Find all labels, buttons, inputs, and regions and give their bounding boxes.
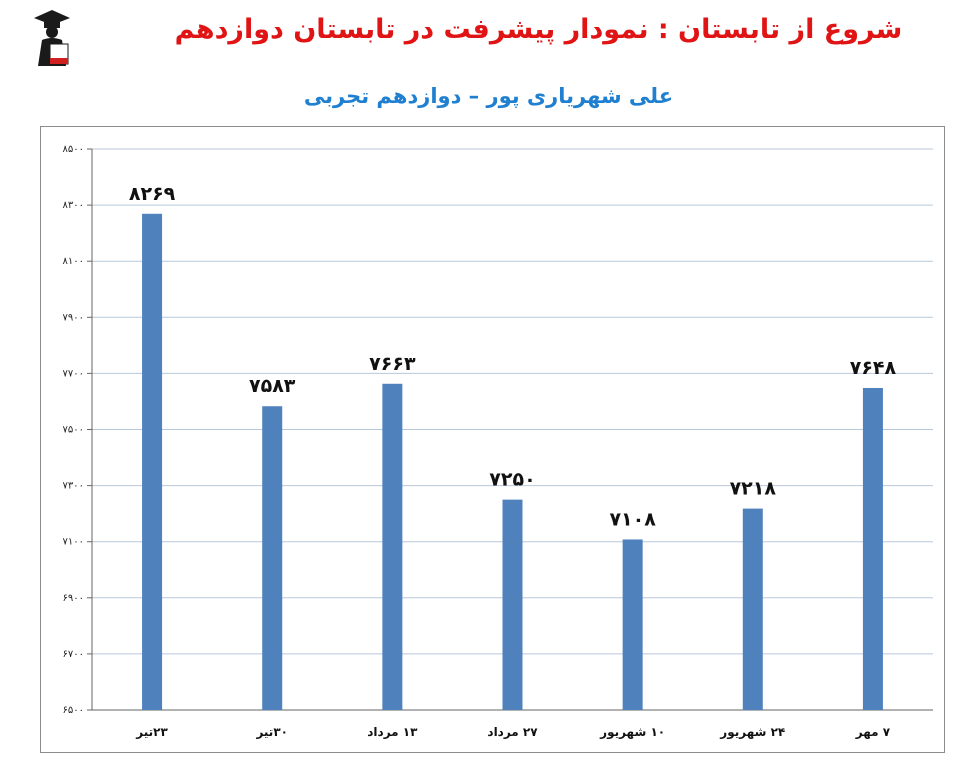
y-tick-label: ۶۹۰۰ (63, 593, 84, 604)
data-label: ۷۶۴۸ (850, 357, 897, 379)
data-label: ۷۲۵۰ (489, 469, 535, 491)
y-tick-label: ۸۵۰۰ (63, 144, 84, 155)
x-tick-label: ۲۳تیر (135, 725, 168, 739)
page-title: شروع از تابستان : نمودار پیشرفت در تابست… (174, 14, 903, 45)
y-tick-label: ۷۳۰۰ (63, 481, 84, 492)
y-tick-label: ۷۹۰۰ (63, 312, 84, 323)
x-tick-label: ۱۰ شهریور (599, 725, 665, 740)
y-tick-label: ۶۵۰۰ (63, 705, 84, 716)
y-tick-label: ۶۷۰۰ (63, 649, 84, 660)
x-tick-label: ۷ مهر (855, 725, 891, 739)
page-subtitle: علی شهریاری پور – دوازدهم تجربی (303, 84, 674, 108)
y-tick-label: ۷۵۰۰ (63, 425, 84, 436)
data-label: ۷۱۰۸ (609, 508, 656, 530)
chart-frame: ۶۵۰۰ ۶۷۰۰ ۶۹۰۰ ۷۱۰۰ ۷۳۰۰ ۷۵۰۰ ۷۷۰۰ ۷۹۰۰ ۸۱۰۰ ۸۳۰۰… (40, 126, 945, 753)
data-label: ۷۵۸۳ (249, 375, 296, 397)
x-tick-label: ۱۳ مرداد (367, 725, 418, 739)
data-label: ۷۲۱۸ (730, 478, 777, 500)
x-tick-label: ۲۷ مرداد (487, 725, 538, 739)
y-tick-label: ۸۳۰۰ (63, 200, 84, 211)
y-tick-label: ۸۱۰۰ (63, 256, 84, 267)
y-tick-label: ۷۷۰۰ (63, 368, 84, 379)
bar (142, 213, 163, 710)
institute-logo (30, 8, 74, 68)
data-label: ۸۲۶۹ (129, 183, 176, 205)
bar (382, 383, 403, 710)
bar (862, 387, 883, 710)
bar (622, 539, 643, 710)
bar (502, 499, 523, 710)
bar-chart: ۶۵۰۰ ۶۷۰۰ ۶۹۰۰ ۷۱۰۰ ۷۳۰۰ ۷۵۰۰ ۷۷۰۰ ۷۹۰۰ ۸۱۰۰ ۸۳۰۰… (63, 144, 933, 740)
bar (742, 508, 763, 710)
y-tick-label: ۷۱۰۰ (63, 537, 84, 548)
x-tick-label: ۲۴ شهریور (719, 725, 785, 740)
data-label: ۷۶۶۳ (369, 353, 416, 375)
bar (262, 406, 283, 710)
x-tick-label: ۳۰تیر (255, 725, 288, 739)
